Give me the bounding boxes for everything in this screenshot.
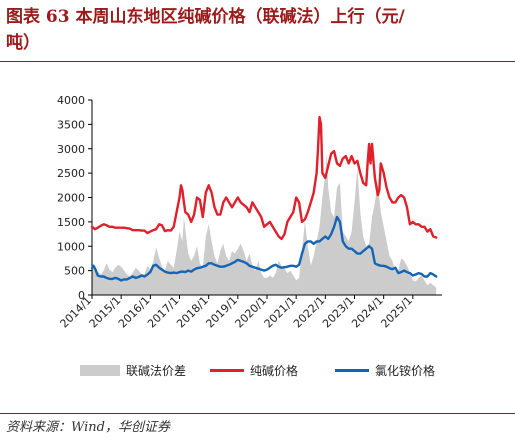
legend-label-spread: 联碱法价差	[126, 363, 187, 378]
source-note: 资料来源：Wind，华创证券	[6, 420, 170, 435]
y-tick-label: 2000	[57, 192, 85, 205]
chart-legend: 联碱法价差 纯碱价格 氯化铵价格	[0, 360, 515, 380]
y-tick-label: 500	[64, 265, 85, 278]
x-tick-label: 2024/1	[349, 294, 386, 331]
y-tick-label: 2500	[57, 167, 85, 180]
series-line-ammonium-chloride	[90, 215, 438, 282]
series-area-spread	[92, 153, 437, 295]
x-tick-label: 2016/1	[116, 294, 153, 331]
x-tick-label: 2021/1	[262, 294, 299, 331]
x-tick-label: 2019/1	[203, 294, 240, 331]
y-tick-label: 3500	[57, 118, 85, 131]
legend-item-soda-ash: 纯碱价格	[210, 360, 298, 380]
chart-title-line-2: 吨）	[6, 33, 40, 53]
title-divider	[0, 61, 515, 62]
legend-label-ammonium-chloride: 氯化铵价格	[375, 363, 436, 378]
legend-swatch-ammonium-chloride	[335, 368, 369, 372]
y-tick-label: 4000	[57, 94, 85, 107]
x-tick-label: 2022/1	[291, 294, 328, 331]
legend-label-soda-ash: 纯碱价格	[250, 363, 299, 378]
chart-title: 图表 63 本周山东地区纯碱价格（联碱法）上行（元/ 吨）	[6, 4, 511, 56]
x-tick-label: 2015/1	[87, 294, 124, 331]
source-divider	[0, 413, 515, 414]
legend-item-spread: 联碱法价差	[80, 360, 186, 380]
y-tick-label: 3000	[57, 143, 85, 156]
x-tick-label: 2025/1	[378, 294, 415, 331]
y-tick-label: 1500	[57, 216, 85, 229]
x-tick-label: 2014/1	[58, 294, 95, 331]
y-tick-label: 1000	[57, 240, 85, 253]
legend-item-ammonium-chloride: 氯化铵价格	[335, 360, 435, 380]
legend-swatch-soda-ash	[210, 368, 244, 372]
y-tick-label: 0	[78, 289, 85, 302]
x-tick-label: 2017/1	[145, 294, 182, 331]
x-tick-label: 2018/1	[174, 294, 211, 331]
x-tick-label: 2020/1	[233, 294, 270, 331]
chart-title-line-1: 图表 63 本周山东地区纯碱价格（联碱法）上行（元/	[6, 7, 405, 27]
legend-swatch-spread	[80, 364, 120, 376]
price-chart: 050010001500200025003000350040002014/120…	[57, 94, 442, 331]
series-line-soda-ash	[90, 115, 438, 241]
x-tick-label: 2023/1	[320, 294, 357, 331]
